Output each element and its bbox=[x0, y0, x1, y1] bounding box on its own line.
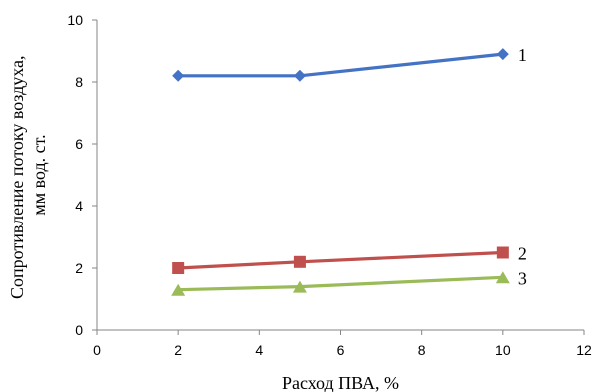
series-2: 2 bbox=[172, 244, 527, 274]
x-axis-title: Расход ПВА, % bbox=[282, 373, 399, 392]
series-group: 1 2 3 bbox=[171, 45, 527, 296]
x-tick-label: 4 bbox=[255, 342, 263, 358]
series-3: 3 bbox=[171, 268, 527, 296]
data-point-triangle bbox=[495, 271, 510, 284]
y-tick-label: 10 bbox=[67, 12, 83, 28]
data-point-diamond bbox=[293, 69, 306, 82]
series-line bbox=[178, 52, 504, 78]
series-1: 1 bbox=[172, 45, 527, 82]
x-tick-label: 12 bbox=[576, 342, 592, 358]
x-tick-label: 10 bbox=[495, 342, 511, 358]
y-axis-title-line-1: Сопротивление потоку воздуха, bbox=[7, 56, 27, 299]
y-tick-label: 8 bbox=[75, 74, 83, 90]
x-tick-label: 8 bbox=[418, 342, 426, 358]
y-tick-label: 2 bbox=[75, 260, 83, 276]
y-tick-label: 0 bbox=[75, 322, 83, 338]
data-point-square bbox=[496, 246, 509, 259]
series-label-3: 3 bbox=[518, 268, 527, 288]
series-line bbox=[178, 275, 503, 292]
series-line bbox=[178, 250, 503, 270]
x-tick-label: 6 bbox=[337, 342, 345, 358]
data-point-square bbox=[172, 262, 185, 274]
x-tick-label: 2 bbox=[174, 342, 182, 358]
y-axis-title-line-2: мм вод. ст. bbox=[29, 134, 49, 215]
data-point-square bbox=[293, 255, 306, 268]
data-point-triangle bbox=[292, 280, 307, 293]
data-point-diamond bbox=[172, 69, 185, 82]
y-axis-title: Сопротивление потоку воздуха, мм вод. ст… bbox=[7, 51, 49, 299]
y-tick-label: 6 bbox=[75, 136, 83, 152]
series-label-1: 1 bbox=[518, 45, 527, 65]
y-tick-label: 4 bbox=[75, 198, 83, 214]
series-label-2: 2 bbox=[518, 244, 527, 264]
x-tick-label: 0 bbox=[93, 342, 101, 358]
data-point-diamond bbox=[496, 48, 509, 61]
data-point-triangle bbox=[171, 283, 186, 296]
